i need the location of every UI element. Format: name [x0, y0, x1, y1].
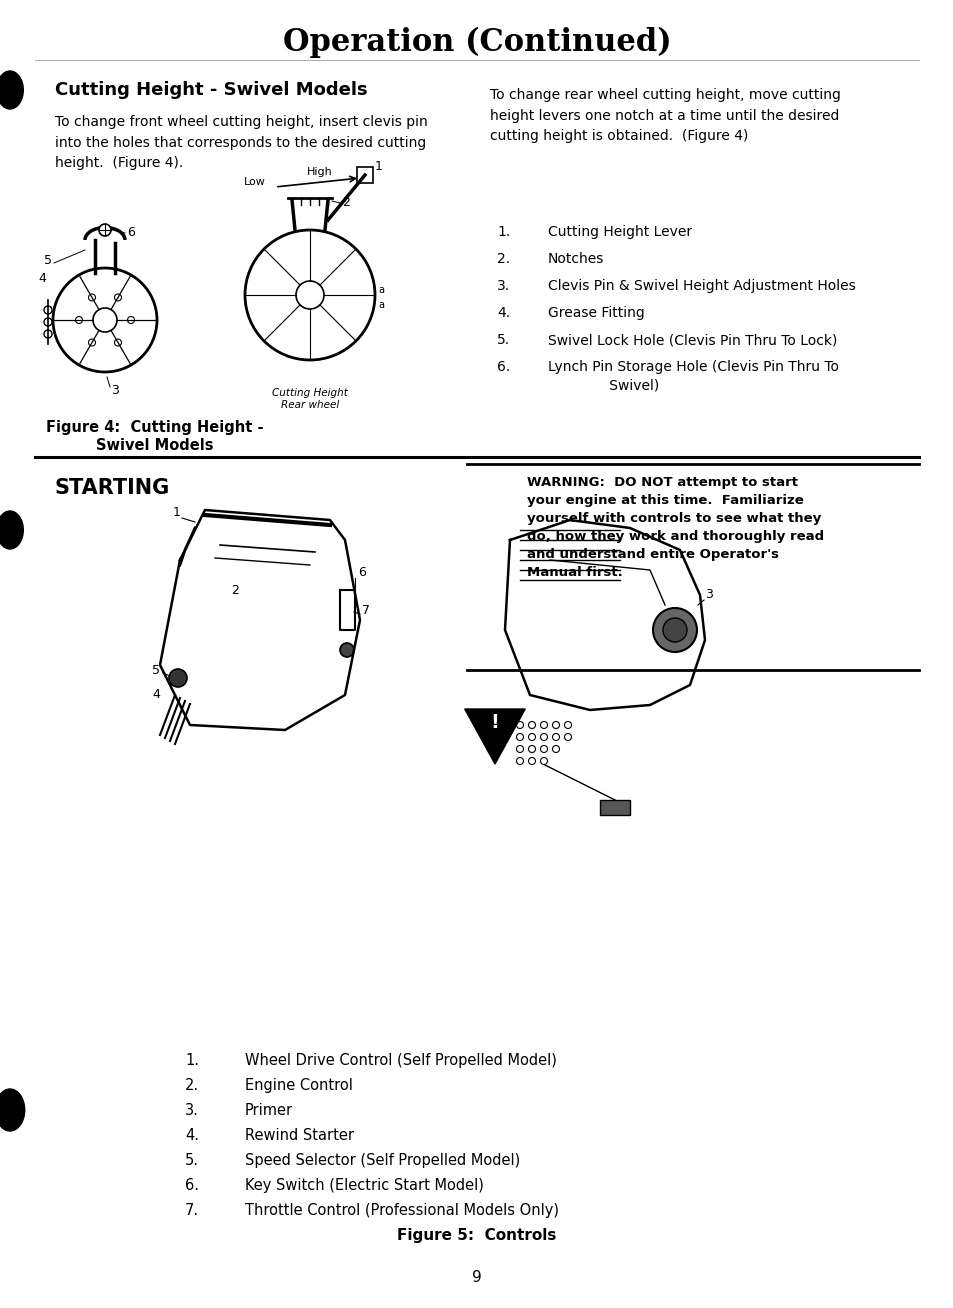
Text: 3.: 3. — [185, 1103, 198, 1118]
Text: 6.: 6. — [185, 1179, 199, 1193]
Text: Key Switch (Electric Start Model): Key Switch (Electric Start Model) — [245, 1179, 483, 1193]
Text: 7.: 7. — [185, 1203, 199, 1218]
Text: Engine Control: Engine Control — [245, 1078, 353, 1093]
Text: Cutting Height Lever: Cutting Height Lever — [547, 225, 691, 239]
Ellipse shape — [0, 71, 23, 109]
Text: 5: 5 — [44, 254, 52, 267]
Text: Low: Low — [244, 177, 266, 187]
Text: Rewind Starter: Rewind Starter — [245, 1127, 354, 1143]
Circle shape — [169, 668, 187, 687]
Text: 4: 4 — [152, 688, 160, 701]
Text: 2: 2 — [231, 583, 238, 596]
Text: Speed Selector (Self Propelled Model): Speed Selector (Self Propelled Model) — [245, 1152, 519, 1168]
Text: Wheel Drive Control (Self Propelled Model): Wheel Drive Control (Self Propelled Mode… — [245, 1053, 557, 1069]
Text: STARTING: STARTING — [55, 477, 170, 498]
Text: 6.: 6. — [497, 360, 510, 374]
Circle shape — [75, 317, 82, 323]
Text: Primer: Primer — [245, 1103, 293, 1118]
Text: your engine at this time.  Familiarize: your engine at this time. Familiarize — [526, 494, 803, 508]
Text: 3.: 3. — [497, 279, 510, 293]
Text: 4: 4 — [38, 272, 46, 285]
Text: 2.: 2. — [185, 1078, 199, 1093]
Circle shape — [662, 617, 686, 642]
Text: 3: 3 — [111, 383, 119, 396]
Circle shape — [44, 318, 52, 326]
Text: Cutting Height - Swivel Models: Cutting Height - Swivel Models — [55, 81, 367, 99]
Circle shape — [44, 306, 52, 314]
Text: Grease Fitting: Grease Fitting — [547, 306, 644, 320]
Text: !: ! — [490, 713, 499, 732]
Text: WARNING:  DO NOT attempt to start: WARNING: DO NOT attempt to start — [526, 476, 797, 489]
Circle shape — [44, 330, 52, 337]
Circle shape — [89, 294, 95, 301]
Text: 4.: 4. — [185, 1127, 199, 1143]
Text: Figure 5:  Controls: Figure 5: Controls — [396, 1228, 557, 1243]
Text: and understand entire Operator's: and understand entire Operator's — [526, 548, 779, 561]
Text: Cutting Height: Cutting Height — [272, 388, 348, 398]
Circle shape — [114, 339, 121, 347]
Circle shape — [652, 608, 697, 651]
Circle shape — [128, 317, 134, 323]
Polygon shape — [599, 800, 629, 815]
Text: 1: 1 — [375, 161, 382, 174]
Text: Throttle Control (Professional Models Only): Throttle Control (Professional Models On… — [245, 1203, 558, 1218]
Polygon shape — [464, 709, 525, 764]
Text: 1: 1 — [172, 505, 181, 518]
Text: 1.: 1. — [185, 1053, 199, 1069]
Text: Clevis Pin & Swivel Height Adjustment Holes: Clevis Pin & Swivel Height Adjustment Ho… — [547, 279, 855, 293]
Text: Swivel Models: Swivel Models — [96, 438, 213, 453]
Text: 7: 7 — [361, 603, 370, 616]
Circle shape — [295, 281, 324, 309]
Text: 4.: 4. — [497, 306, 510, 320]
Text: To change front wheel cutting height, insert clevis pin
into the holes that corr: To change front wheel cutting height, in… — [55, 115, 427, 170]
Text: 6: 6 — [127, 226, 134, 239]
Text: Figure 4:  Cutting Height -: Figure 4: Cutting Height - — [46, 420, 263, 436]
Text: Operation (Continued): Operation (Continued) — [282, 26, 671, 58]
Text: do, how they work and thoroughly read: do, how they work and thoroughly read — [526, 530, 823, 543]
Text: 5: 5 — [152, 663, 160, 676]
Text: Notches: Notches — [547, 252, 604, 266]
Text: 3: 3 — [704, 589, 712, 602]
Ellipse shape — [0, 1090, 25, 1131]
Ellipse shape — [0, 511, 23, 549]
Text: 1.: 1. — [497, 225, 510, 239]
Text: Swivel Lock Hole (Clevis Pin Thru To Lock): Swivel Lock Hole (Clevis Pin Thru To Loc… — [547, 334, 837, 347]
Circle shape — [99, 224, 111, 235]
Text: High: High — [307, 167, 333, 177]
Text: To change rear wheel cutting height, move cutting
height levers one notch at a t: To change rear wheel cutting height, mov… — [490, 88, 840, 143]
FancyBboxPatch shape — [356, 167, 373, 183]
Text: Lynch Pin Storage Hole (Clevis Pin Thru To
              Swivel): Lynch Pin Storage Hole (Clevis Pin Thru … — [547, 360, 838, 392]
Text: 2: 2 — [341, 196, 350, 209]
Text: 2.: 2. — [497, 252, 510, 266]
Text: a: a — [377, 285, 384, 296]
Circle shape — [114, 294, 121, 301]
Text: 6: 6 — [357, 565, 366, 578]
Text: a: a — [377, 300, 384, 310]
Circle shape — [89, 339, 95, 347]
Circle shape — [339, 644, 354, 657]
Circle shape — [92, 307, 117, 332]
Text: Manual first.: Manual first. — [526, 566, 622, 579]
Text: Rear wheel: Rear wheel — [280, 400, 338, 409]
Text: 5.: 5. — [497, 334, 510, 347]
Text: yourself with controls to see what they: yourself with controls to see what they — [526, 511, 821, 525]
Text: 9: 9 — [472, 1270, 481, 1286]
Text: 5.: 5. — [185, 1152, 199, 1168]
